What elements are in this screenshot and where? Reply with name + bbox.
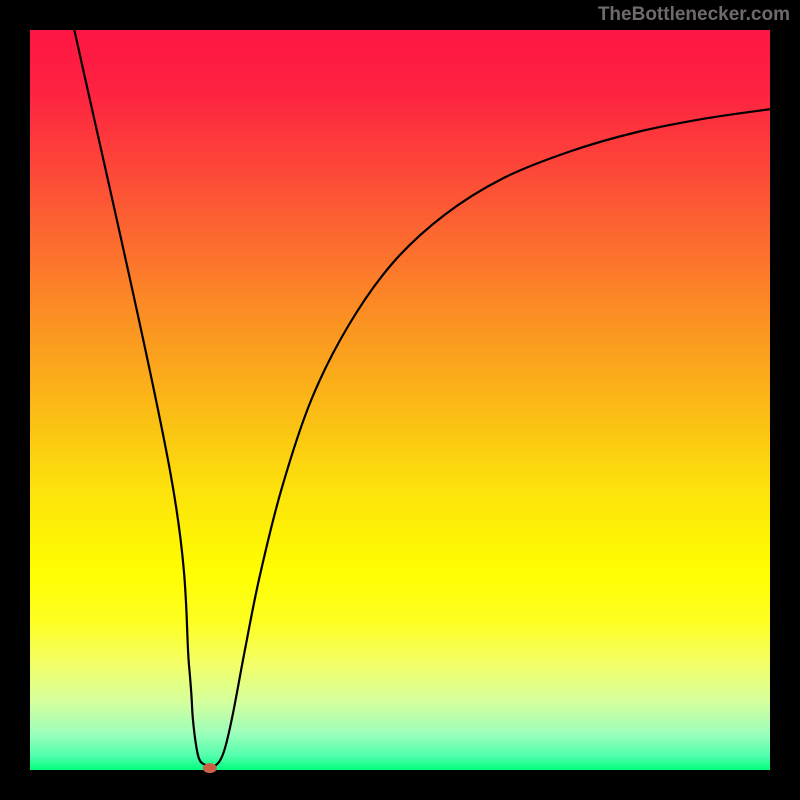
bottleneck-curve — [74, 30, 770, 766]
watermark-text: TheBottlenecker.com — [598, 4, 790, 26]
min-marker — [203, 763, 217, 773]
curve-overlay — [0, 0, 800, 800]
chart-frame: TheBottlenecker.com — [0, 0, 800, 800]
